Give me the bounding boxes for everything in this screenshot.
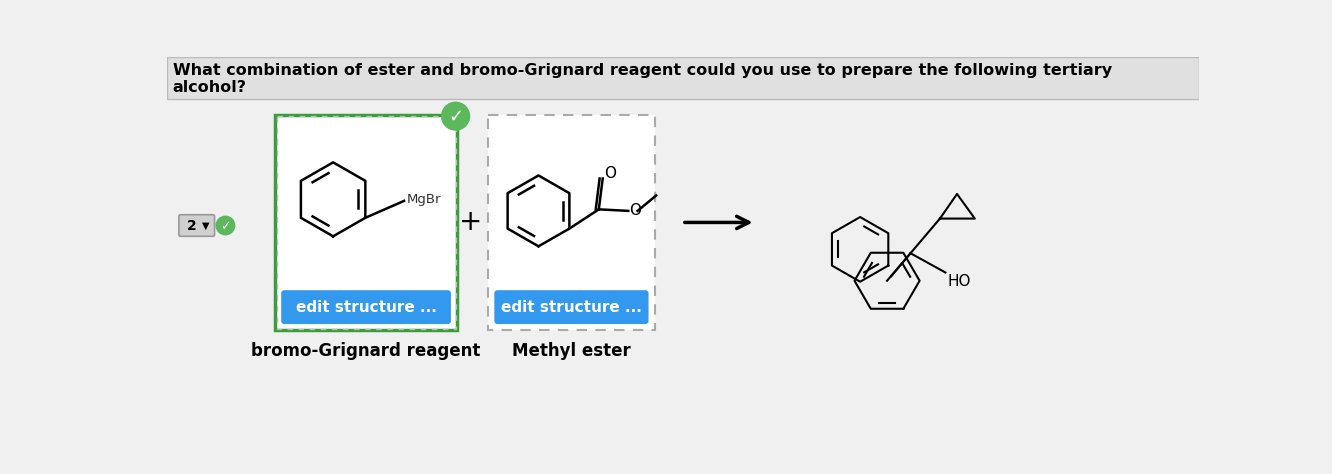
Text: ✓: ✓ [220, 220, 230, 233]
Text: bromo-Grignard reagent: bromo-Grignard reagent [252, 342, 481, 360]
FancyBboxPatch shape [274, 115, 457, 330]
Text: Methyl ester: Methyl ester [511, 342, 631, 360]
Text: HO: HO [947, 274, 971, 289]
Text: edit structure ...: edit structure ... [296, 300, 437, 315]
FancyBboxPatch shape [178, 215, 214, 237]
FancyBboxPatch shape [281, 290, 452, 324]
Text: O: O [629, 203, 641, 219]
Text: MgBr: MgBr [406, 193, 441, 206]
Circle shape [442, 102, 469, 130]
FancyBboxPatch shape [166, 57, 1199, 99]
Circle shape [216, 216, 234, 235]
Text: +: + [460, 209, 482, 237]
Text: edit structure ...: edit structure ... [501, 300, 642, 315]
Text: ✓: ✓ [448, 108, 464, 126]
Text: 2: 2 [186, 219, 196, 233]
Text: What combination of ester and bromo-Grignard reagent could you use to prepare th: What combination of ester and bromo-Grig… [173, 63, 1112, 95]
Text: O: O [605, 166, 617, 182]
FancyBboxPatch shape [494, 290, 649, 324]
FancyBboxPatch shape [488, 115, 655, 330]
Text: ▼: ▼ [201, 220, 209, 230]
